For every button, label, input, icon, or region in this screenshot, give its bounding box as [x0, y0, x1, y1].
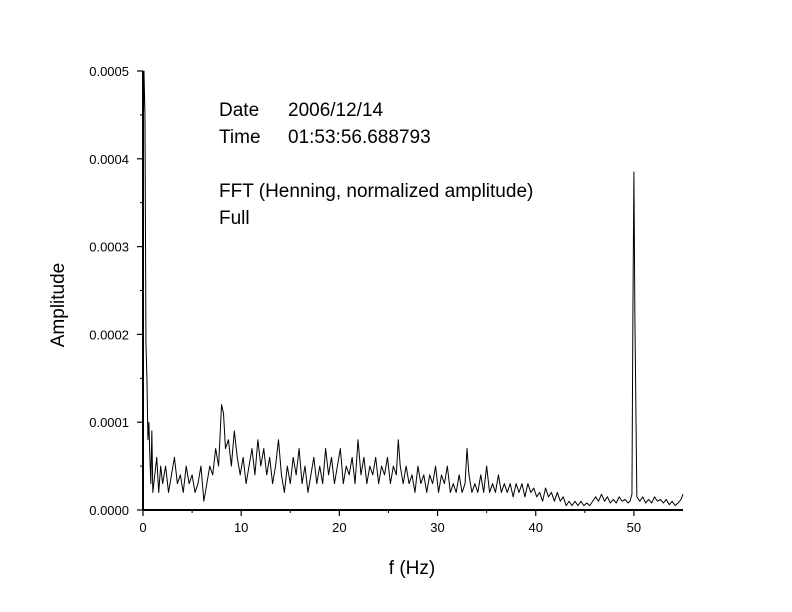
x-tick-label: 0 — [139, 520, 146, 535]
y-tick-label: 0.0003 — [89, 240, 129, 255]
x-tick-label: 10 — [234, 520, 248, 535]
date-label: Date — [219, 100, 259, 121]
series-layer — [142, 70, 684, 507]
time-value: 01:53:56.688793 — [288, 127, 431, 148]
x-axis-label: f (Hz) — [389, 558, 435, 579]
ticks: 0 10 20 30 40 50 0.0000 0.0001 0.0002 0.0003 0.000… — [89, 64, 641, 535]
x-tick-label: 40 — [528, 520, 542, 535]
x-tick-label: 20 — [332, 520, 346, 535]
y-axis-label: Amplitude — [48, 263, 69, 348]
x-tick-label: 30 — [430, 520, 444, 535]
series-line — [142, 70, 684, 507]
y-tick-label: 0.0002 — [89, 327, 129, 342]
y-tick-label: 0.0005 — [89, 64, 129, 79]
y-tick-label: 0.0004 — [89, 152, 129, 167]
y-tick-label: 0.0001 — [89, 415, 129, 430]
range-label: Full — [219, 208, 250, 229]
y-tick-label: 0.0000 — [89, 503, 129, 518]
time-label: Time — [219, 127, 261, 148]
x-tick-label: 50 — [627, 520, 641, 535]
annotations: Date 2006/12/14 Time 01:53:56.688793 FFT… — [219, 100, 533, 229]
date-value: 2006/12/14 — [288, 100, 384, 121]
method-label: FFT (Henning, normalized amplitude) — [219, 181, 533, 202]
